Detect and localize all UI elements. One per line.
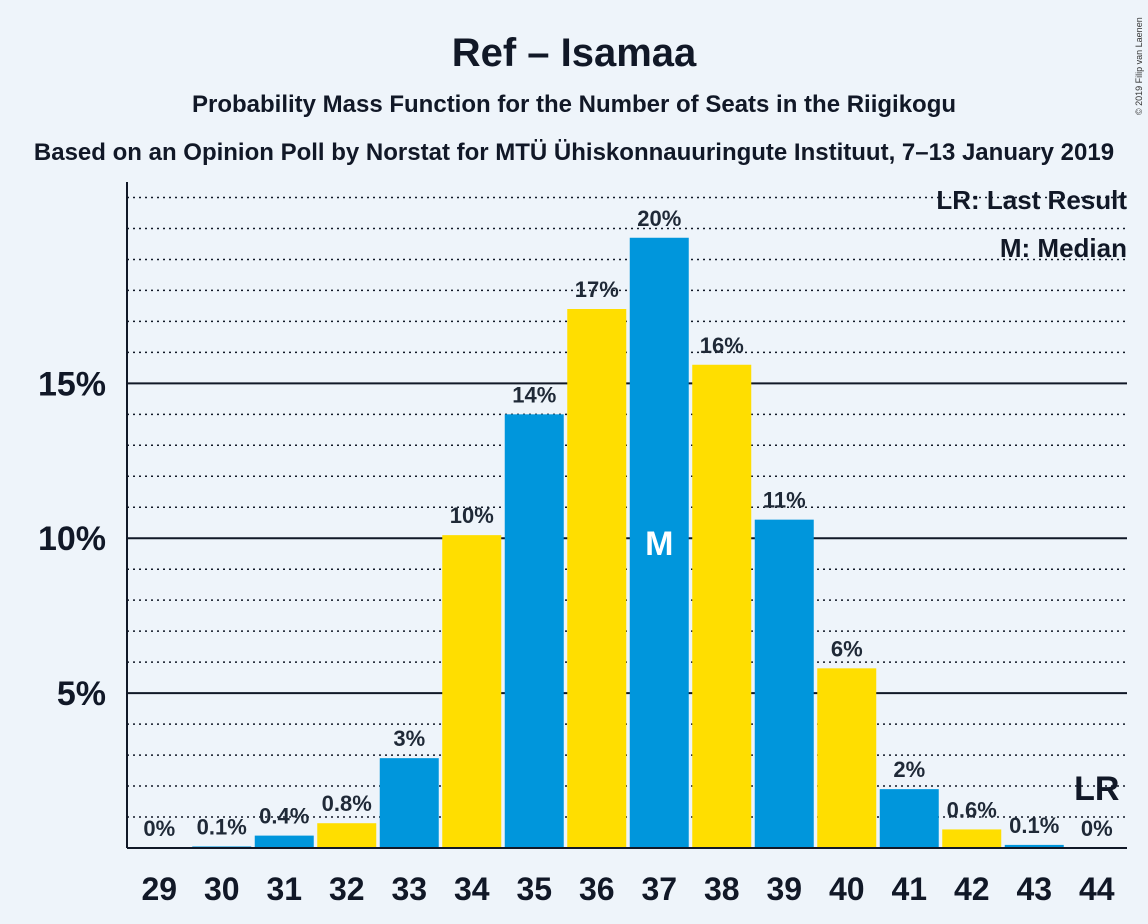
copyright-note: © 2019 Filip van Laenen [1134,17,1144,115]
y-tick-label: 15% [38,365,106,403]
data-label-29: 0% [143,816,175,841]
bar-37 [629,237,689,849]
data-label-38: 16% [700,333,744,358]
x-tick-label-30: 30 [204,871,240,907]
data-label-34: 10% [450,503,494,528]
axes: 5% 10% 15% 29 30 31 32 33 34 35 36 37 38 39 40 41 42 43 44 [38,182,1127,907]
data-label-31: 0.4% [259,804,309,829]
bar-38 [692,364,752,848]
chart-title: Ref – Isamaa [452,31,697,75]
x-tick-label-31: 31 [266,871,302,907]
data-label-40: 6% [831,636,863,661]
data-label-35: 14% [512,382,556,407]
data-labels: 0% 0.1% 0.4% 0.8% 3% 10% 14% 17% 20% M 16% 11% 6% 2% 0… [143,206,1119,841]
data-label-44: 0% [1081,816,1113,841]
last-result-marker: LR [1074,770,1119,808]
data-label-36: 17% [575,277,619,302]
median-marker: M [645,525,673,563]
x-tick-label-38: 38 [704,871,740,907]
y-tick-label: 5% [57,675,106,713]
bar-39 [754,519,814,848]
bar-33 [379,758,439,848]
bars [192,237,1064,849]
x-tick-label-37: 37 [641,871,677,907]
chart-subtitle-poll: Based on an Opinion Poll by Norstat for … [34,139,1114,166]
bar-35 [504,414,564,848]
bar-34 [442,535,502,848]
x-tick-label-44: 44 [1079,871,1115,907]
bar-40 [817,668,877,848]
bar-32 [317,823,377,848]
bar-31 [254,835,314,848]
x-tick-label-35: 35 [516,871,552,907]
y-tick-label: 10% [38,520,106,558]
legend-median: M: Median [1000,233,1127,263]
data-label-32: 0.8% [322,791,372,816]
x-tick-label-43: 43 [1016,871,1052,907]
data-label-41: 2% [893,757,925,782]
gridlines [127,196,1127,818]
bar-43 [1004,844,1064,848]
x-tick-label-29: 29 [141,871,177,907]
data-label-43: 0.1% [1009,813,1059,838]
bar-41 [879,789,939,848]
x-tick-label-36: 36 [579,871,615,907]
data-label-30: 0.1% [197,814,247,839]
bar-42 [942,829,1002,848]
x-tick-label-33: 33 [391,871,427,907]
legend-last-result: LR: Last Result [936,185,1127,215]
data-label-42: 0.6% [947,797,997,822]
x-tick-label-42: 42 [954,871,990,907]
data-label-37: 20% [637,206,681,231]
data-label-39: 11% [763,488,806,513]
x-tick-label-34: 34 [454,871,490,907]
x-tick-label-39: 39 [766,871,802,907]
x-tick-label-32: 32 [329,871,365,907]
x-tick-label-40: 40 [829,871,865,907]
x-tick-label-41: 41 [891,871,927,907]
bar-36 [567,309,627,848]
data-label-33: 3% [393,726,425,751]
chart-subtitle: Probability Mass Function for the Number… [192,91,956,118]
